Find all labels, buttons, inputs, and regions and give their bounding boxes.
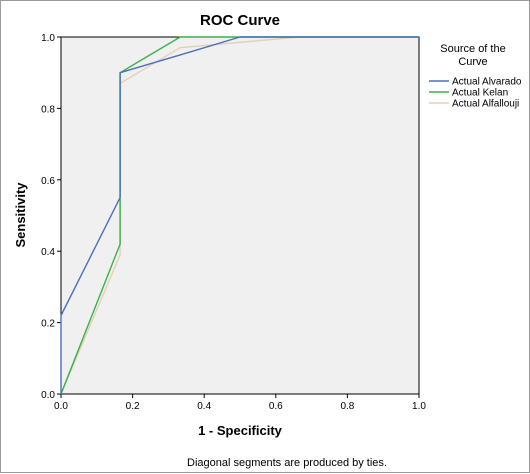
y-tick-label: 0.2 xyxy=(41,319,55,330)
x-tick-label: 0.6 xyxy=(269,401,283,412)
y-tick-label: 0.6 xyxy=(41,176,55,187)
series-layer xyxy=(60,36,419,395)
y-axis-label: Sensitivity xyxy=(13,182,28,248)
x-tick-label: 0.2 xyxy=(126,401,140,412)
x-tick-label: 1.0 xyxy=(412,401,426,412)
x-tick-label: 0.0 xyxy=(54,401,68,412)
axis-ticks: 0.0 0.2 0.4 0.6 0.8 1.0 0.0 0.2 0.4 0.6 0.8 1.0 xyxy=(41,33,426,412)
y-tick-label: 0.8 xyxy=(41,104,55,115)
chart-title: ROC Curve xyxy=(200,12,280,29)
legend: Source of the Curve Actual AlvaradoActua… xyxy=(429,43,522,110)
y-tick-label: 0.4 xyxy=(41,247,55,258)
legend-entry: Actual Kelan xyxy=(452,88,508,99)
plot-area xyxy=(60,36,420,395)
y-tick-label: 1.0 xyxy=(41,33,55,44)
legend-entry: Actual Alfallouji xyxy=(452,99,519,110)
legend-entry: Actual Alvarado xyxy=(452,77,522,88)
y-tick-label: 0.0 xyxy=(41,390,55,401)
x-tick-label: 0.8 xyxy=(340,401,354,412)
legend-title-line2: Curve xyxy=(458,56,487,68)
x-tick-label: 0.4 xyxy=(197,401,211,412)
x-axis-label: 1 - Specificity xyxy=(198,423,283,438)
series-line-actual-alvarado xyxy=(60,36,419,394)
footnote: Diagonal segments are produced by ties. xyxy=(187,457,387,469)
legend-title-line1: Source of the xyxy=(440,43,505,55)
